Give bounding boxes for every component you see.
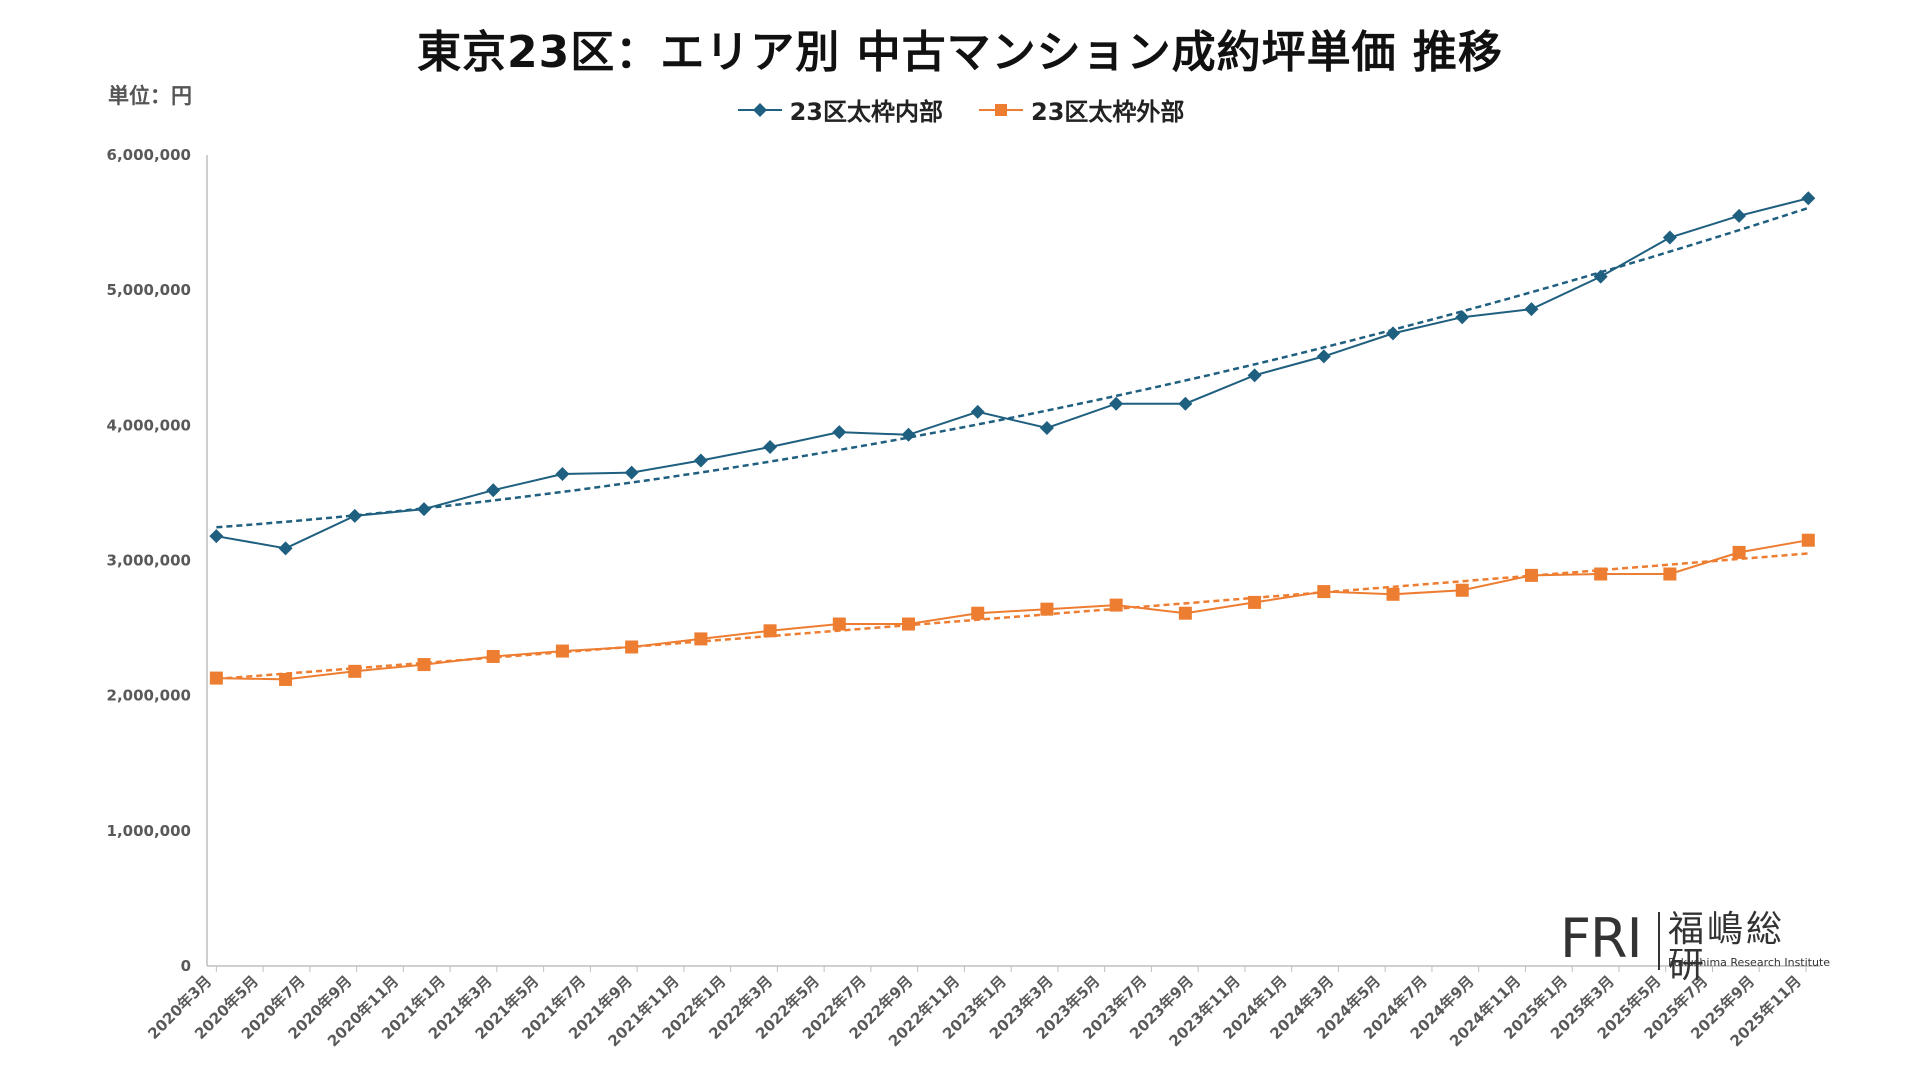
point-series-0 [832,425,847,440]
point-series-1 [1455,583,1469,597]
unit-label: 単位：円 [108,84,192,108]
legend: 23区太枠内部 23区太枠外部 [0,92,1920,127]
y-tick-label: 6,000,000 [107,146,191,164]
legend-item-inner: 23区太枠内部 [736,92,943,127]
logo: FRI 福嶋総研 Fukushima Research Institute [1560,907,1830,984]
point-series-1 [832,617,846,631]
line-series-0 [216,197,1809,550]
point-series-1 [763,624,777,638]
legend-label-outer: 23区太枠外部 [1031,98,1185,126]
point-series-0 [555,466,570,481]
point-series-1 [555,644,569,658]
point-series-0 [970,404,985,419]
point-series-0 [763,439,778,454]
y-tick-label: 3,000,000 [107,552,191,570]
point-series-0 [1662,230,1677,245]
point-series-0 [1455,310,1470,325]
point-series-0 [624,465,639,480]
y-tick-label: 4,000,000 [107,416,191,434]
logo-name-jp: 福嶋総研 [1668,909,1786,986]
point-series-0 [1039,421,1054,436]
y-tick-label: 0 [181,957,191,975]
point-series-1 [1732,545,1746,559]
logo-divider [1658,912,1660,970]
logo-mark: FRI [1560,907,1643,970]
legend-marker-diamond-icon [737,102,782,117]
point-series-1 [1248,595,1262,609]
point-series-1 [486,649,500,663]
point-series-1 [1594,567,1608,581]
point-series-1 [1386,587,1400,601]
point-series-1 [1801,533,1815,547]
legend-item-outer: 23区太枠外部 [977,92,1184,127]
point-series-1 [625,640,639,654]
point-series-0 [209,529,224,544]
point-series-0 [1386,326,1401,341]
point-series-1 [694,632,708,646]
line-series-1 [216,539,1809,681]
point-series-1 [348,664,362,678]
point-series-1 [1663,567,1677,581]
point-series-1 [1109,598,1123,612]
logo-name-en: Fukushima Research Institute [1668,956,1831,969]
point-series-0 [1593,269,1608,284]
point-series-1 [1178,606,1192,620]
point-series-1 [971,606,985,620]
chart-title: 東京23区：エリア別 中古マンション成約坪単価 推移 [417,27,1503,78]
point-series-0 [1732,208,1747,223]
point-series-0 [1178,396,1193,411]
trendline-series-0 [216,206,1809,529]
point-series-0 [416,502,431,517]
y-tick-label: 1,000,000 [107,822,191,840]
point-series-0 [1801,191,1816,206]
point-series-0 [278,541,293,556]
y-tick-label: 2,000,000 [107,687,191,705]
point-series-0 [486,483,501,498]
point-series-0 [901,427,916,442]
point-series-0 [1316,349,1331,364]
legend-marker-square-icon [979,103,1023,116]
point-series-1 [1317,585,1331,599]
point-series-1 [279,672,293,686]
point-series-1 [902,617,916,631]
point-series-0 [1524,302,1539,317]
point-series-1 [1040,602,1054,616]
legend-label-inner: 23区太枠内部 [789,98,943,126]
point-series-0 [1247,368,1262,383]
point-series-0 [1109,396,1124,411]
point-series-0 [347,508,362,523]
point-series-0 [693,453,708,468]
y-tick-label: 5,000,000 [107,281,191,299]
point-series-1 [209,671,223,685]
point-series-1 [417,658,431,672]
point-series-1 [1524,568,1538,582]
